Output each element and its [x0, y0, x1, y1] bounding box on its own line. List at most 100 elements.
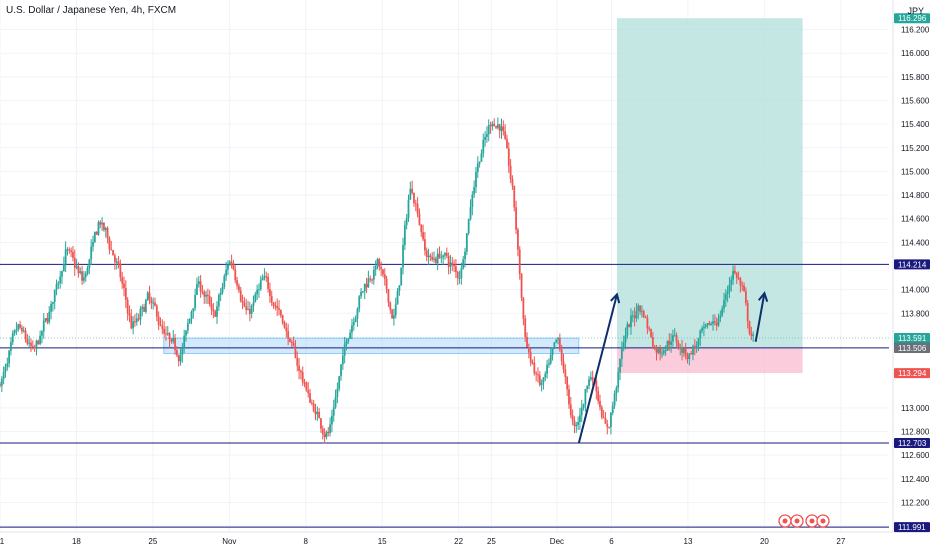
price-tick-label: 115.600: [901, 96, 930, 105]
candle-body: [646, 317, 649, 329]
event-icon-dot: [820, 518, 826, 524]
price-label-text: 113.506: [898, 344, 927, 353]
time-tick-label: 11: [0, 537, 5, 546]
candle-body: [666, 340, 669, 351]
candle-body: [464, 251, 466, 260]
candle-body: [270, 295, 273, 303]
candle-body: [620, 347, 623, 360]
time-tick-label: 8: [304, 537, 309, 546]
candle-body: [144, 300, 147, 312]
candle-body: [86, 268, 89, 274]
candle-body: [88, 259, 91, 269]
candle-body: [610, 412, 612, 428]
candle-body: [44, 318, 47, 321]
time-tick-label: 22: [454, 537, 463, 546]
candle-body: [675, 335, 678, 343]
trend-arrow: [577, 294, 618, 444]
candle-body: [486, 134, 488, 137]
price-tick-label: 113.000: [901, 404, 930, 413]
candle-body: [693, 346, 696, 349]
candle-body: [90, 246, 93, 260]
candle-body: [157, 316, 160, 325]
candle-body: [706, 323, 709, 325]
candle-body: [551, 348, 554, 355]
candle-body: [440, 257, 443, 259]
candle-body: [371, 279, 373, 281]
candle-body: [139, 308, 142, 320]
candle-body: [155, 305, 158, 317]
candle-body: [332, 407, 335, 416]
candle-body: [48, 311, 51, 323]
candle-body: [172, 337, 175, 342]
support-zone: [163, 337, 580, 354]
candle-body: [626, 324, 629, 336]
candle-body: [637, 305, 640, 312]
candle-body: [398, 285, 401, 292]
candle-body: [345, 341, 348, 345]
candle-body: [312, 403, 315, 412]
candle-body: [113, 255, 116, 263]
price-label-text: 114.214: [898, 260, 927, 269]
candle-body: [752, 334, 755, 336]
candle-body: [416, 204, 419, 214]
candle-body: [137, 318, 140, 320]
candle-body: [338, 376, 341, 389]
candle-body: [210, 304, 213, 310]
candle-body: [55, 284, 58, 290]
event-icons[interactable]: [778, 514, 830, 528]
candle-body: [677, 342, 680, 349]
candle-body: [613, 393, 616, 406]
candle-body: [24, 330, 27, 340]
candle-body: [717, 318, 720, 326]
candle-body: [57, 282, 60, 285]
candle-body: [469, 207, 472, 220]
candle-body: [0, 378, 3, 386]
candle-body: [639, 305, 641, 312]
candle-body: [248, 309, 251, 314]
candle-body: [303, 382, 306, 384]
candle-body: [542, 377, 545, 383]
candle-body: [79, 271, 82, 274]
candle-body: [575, 424, 578, 427]
candle-body: [743, 285, 745, 292]
candle-body: [84, 273, 87, 278]
time-axis[interactable]: 11 18 25 Nov 8 15 22 25 Dec 6 13 20 27: [0, 531, 893, 546]
candle-body: [278, 308, 280, 310]
candle-body: [686, 355, 689, 360]
candle-body: [99, 222, 102, 225]
candle-body: [68, 249, 71, 251]
candle-body: [256, 289, 259, 295]
stop-zone: [616, 348, 803, 374]
candle-body: [51, 301, 54, 304]
price-tick-label: 113.800: [901, 309, 930, 318]
time-tick-label: 20: [760, 537, 769, 546]
price-label-bg: [894, 437, 930, 448]
price-axis[interactable]: 116.200 116.000 115.800 115.600 115.400 115.2…: [892, 0, 932, 550]
candle-body: [449, 262, 452, 267]
candle-body: [400, 267, 403, 286]
candle-body: [175, 350, 178, 356]
candle-body: [456, 271, 459, 279]
candle-body: [688, 353, 691, 360]
candle-body: [166, 333, 169, 335]
candle-body: [713, 321, 716, 323]
candle-body: [362, 291, 364, 293]
candle-body: [341, 355, 344, 365]
price-label-bg: [894, 368, 930, 379]
candle-body: [434, 258, 437, 264]
candle-body: [81, 271, 83, 281]
candle-body: [152, 302, 155, 304]
candle-body: [427, 255, 430, 257]
candle-body: [655, 349, 658, 353]
price-tick-label: 112.400: [901, 475, 930, 484]
candle-body: [72, 251, 74, 258]
candle-body: [228, 261, 231, 266]
candle-body: [92, 241, 94, 247]
candle-body: [527, 347, 530, 353]
candle-body: [26, 339, 29, 344]
time-tick-label: 15: [378, 537, 387, 546]
price-tick-label: 114.000: [901, 286, 930, 295]
candle-body: [205, 294, 207, 297]
candle-body: [577, 421, 579, 425]
